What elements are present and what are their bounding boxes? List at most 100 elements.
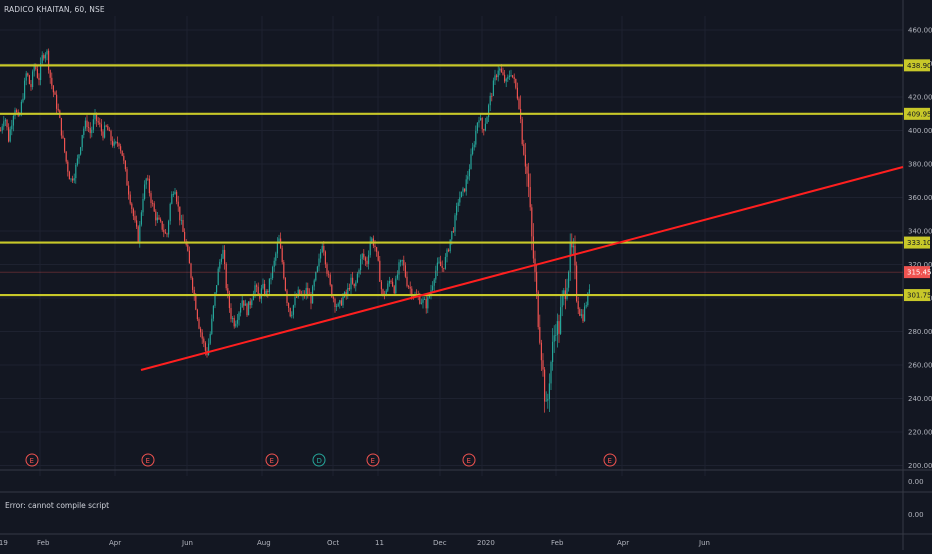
candle xyxy=(539,327,541,343)
candle xyxy=(492,80,494,96)
candle xyxy=(286,290,288,304)
candle xyxy=(478,120,480,123)
candle xyxy=(211,318,213,334)
candle xyxy=(195,295,197,310)
candle xyxy=(475,130,477,145)
candles xyxy=(0,48,590,413)
candle xyxy=(169,203,171,222)
candle xyxy=(155,211,157,221)
candle xyxy=(401,260,403,261)
candle xyxy=(172,194,174,195)
candle xyxy=(361,253,363,260)
candle xyxy=(216,285,218,293)
candle xyxy=(500,68,502,73)
candle xyxy=(145,178,147,185)
candle xyxy=(116,141,118,144)
candle xyxy=(136,220,138,227)
candle xyxy=(484,123,486,131)
candle xyxy=(408,286,410,287)
x-tick-label: Feb xyxy=(37,539,50,547)
candle xyxy=(462,188,464,192)
candle xyxy=(510,75,512,77)
candle xyxy=(422,299,424,303)
candle xyxy=(528,173,530,188)
candle xyxy=(76,158,78,165)
candle xyxy=(352,277,354,284)
candle xyxy=(294,297,296,306)
y-tick-label: 320.00 xyxy=(908,261,932,269)
earnings-marker xyxy=(603,453,617,467)
candle xyxy=(48,50,50,71)
candle xyxy=(470,154,472,170)
y-tick-label: 220.00 xyxy=(908,429,932,437)
x-tick-label: Apr xyxy=(109,539,121,547)
candle xyxy=(428,295,430,298)
candle xyxy=(310,295,312,304)
candle xyxy=(232,318,234,319)
candle xyxy=(446,249,448,257)
candle xyxy=(368,255,370,264)
candle xyxy=(56,94,58,109)
candle xyxy=(496,75,498,78)
candle xyxy=(251,300,253,306)
candle xyxy=(515,78,517,88)
candle xyxy=(321,245,323,253)
candle xyxy=(472,147,474,155)
candle xyxy=(152,202,154,204)
candle xyxy=(411,288,413,297)
candle xyxy=(147,178,149,180)
candle xyxy=(174,191,176,195)
candle xyxy=(156,217,158,221)
candle xyxy=(171,194,173,204)
candle xyxy=(248,301,250,316)
candle xyxy=(217,268,219,286)
candle xyxy=(104,125,106,138)
candle xyxy=(360,259,362,271)
candle xyxy=(440,261,442,267)
candle xyxy=(222,249,224,259)
candle xyxy=(526,166,528,174)
price-badge-label: 409.95 xyxy=(907,110,932,118)
x-tick-label: Oct xyxy=(327,539,339,547)
candle xyxy=(489,95,491,106)
candle xyxy=(305,287,307,296)
candle xyxy=(324,251,326,265)
price-badge xyxy=(904,107,930,120)
candle xyxy=(49,70,51,78)
candle xyxy=(160,219,162,222)
candle xyxy=(84,120,86,129)
candle xyxy=(92,119,94,130)
candle xyxy=(11,125,13,130)
candle xyxy=(385,290,387,296)
price-badge-label: 333.10 xyxy=(907,239,932,247)
candle xyxy=(518,98,520,110)
candle xyxy=(505,78,507,82)
x-tick-label: Feb xyxy=(551,539,564,547)
candle xyxy=(121,150,123,156)
candle xyxy=(299,289,301,295)
candle xyxy=(220,258,222,262)
candle xyxy=(225,264,227,289)
candle xyxy=(113,142,115,146)
candle xyxy=(483,129,485,131)
candle xyxy=(339,300,341,304)
candle xyxy=(552,341,554,363)
candle xyxy=(184,231,186,242)
candle xyxy=(334,298,336,308)
candle xyxy=(409,286,411,289)
candle xyxy=(536,271,538,292)
candle xyxy=(260,288,262,299)
candle xyxy=(12,115,14,126)
earnings-marker xyxy=(25,453,39,467)
candle xyxy=(238,312,240,320)
candle xyxy=(273,260,275,267)
candle xyxy=(16,110,18,113)
candle xyxy=(313,280,315,287)
candle xyxy=(516,87,518,99)
candle xyxy=(129,194,131,204)
candle xyxy=(177,201,179,207)
chart-title: RADICO KHAITAN, 60, NSE xyxy=(4,5,105,14)
candle xyxy=(41,55,43,63)
